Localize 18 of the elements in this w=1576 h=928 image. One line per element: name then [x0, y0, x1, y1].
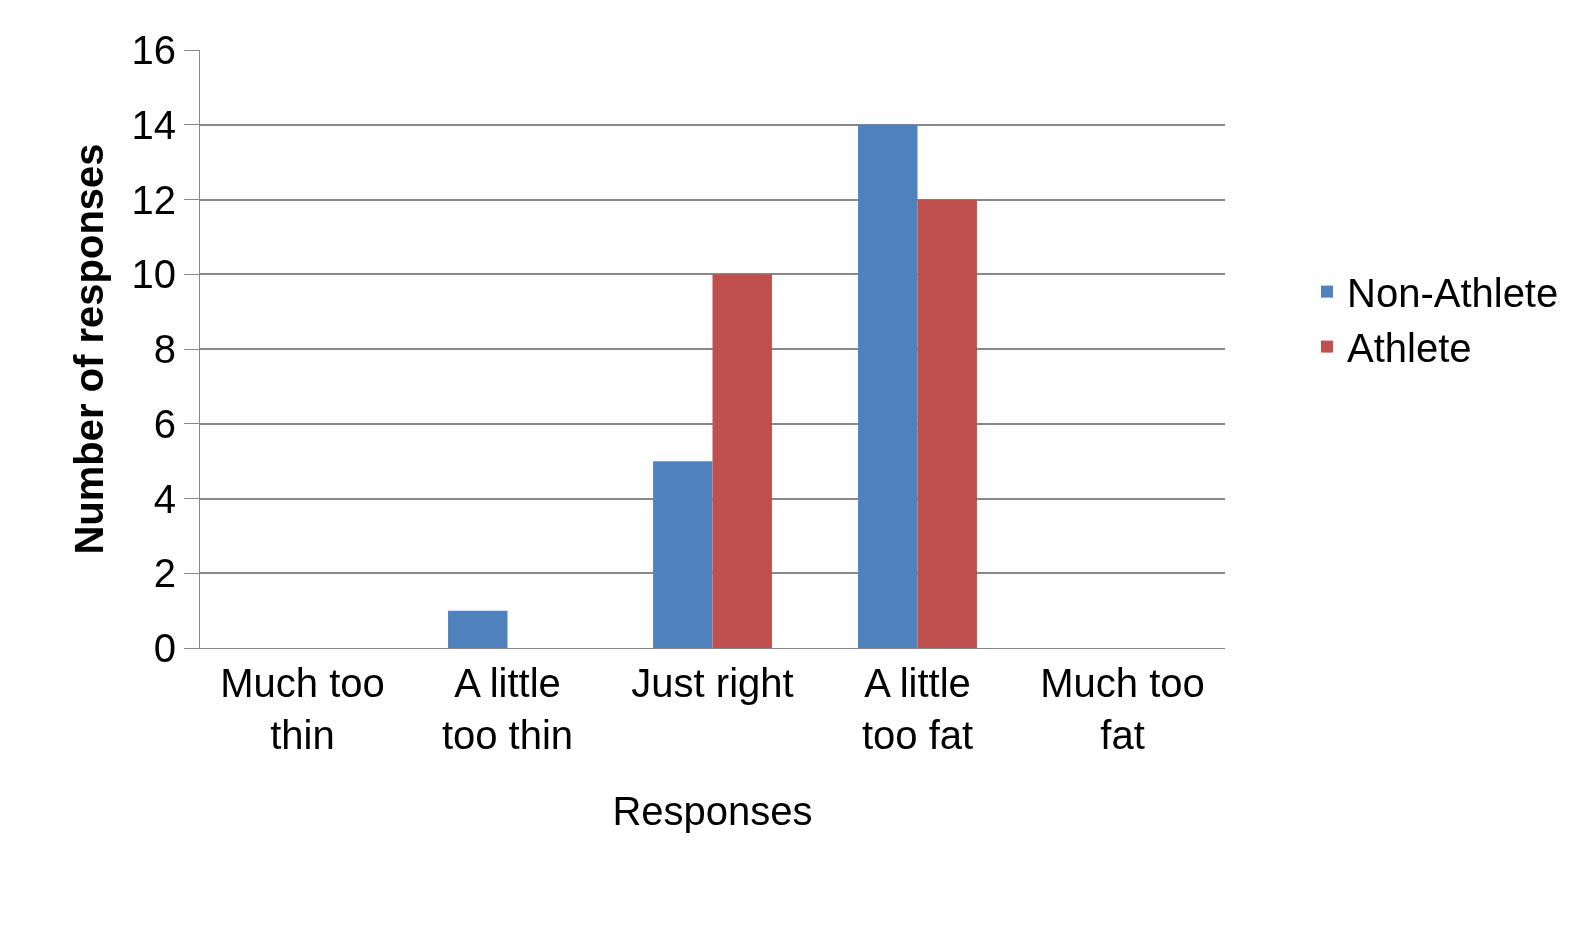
y-tick-label: 2	[153, 551, 176, 596]
y-tick-label: 0	[153, 626, 176, 670]
y-tick-label: 8	[153, 327, 176, 371]
y-tick-label: 10	[131, 252, 176, 297]
x-tick-label: Just right	[631, 661, 794, 705]
x-tick-label: Much too thin	[220, 661, 385, 757]
x-tick-label: A little too fat	[861, 661, 974, 757]
y-tick-label: 16	[131, 28, 176, 72]
x-tick-label: Much too fat	[1040, 661, 1205, 757]
y-axis-title: Number of responses	[67, 143, 111, 555]
legend-label: Athlete	[1347, 326, 1472, 371]
y-tick-label: 6	[153, 401, 176, 446]
y-tick-label: 12	[131, 177, 176, 222]
legend-label: Non-Athlete	[1347, 271, 1559, 316]
x-tick-label: A little too thin	[441, 661, 574, 757]
y-tick-label: 4	[153, 476, 176, 521]
x-axis-title: Responses	[612, 788, 813, 833]
y-tick-label: 14	[131, 102, 176, 147]
